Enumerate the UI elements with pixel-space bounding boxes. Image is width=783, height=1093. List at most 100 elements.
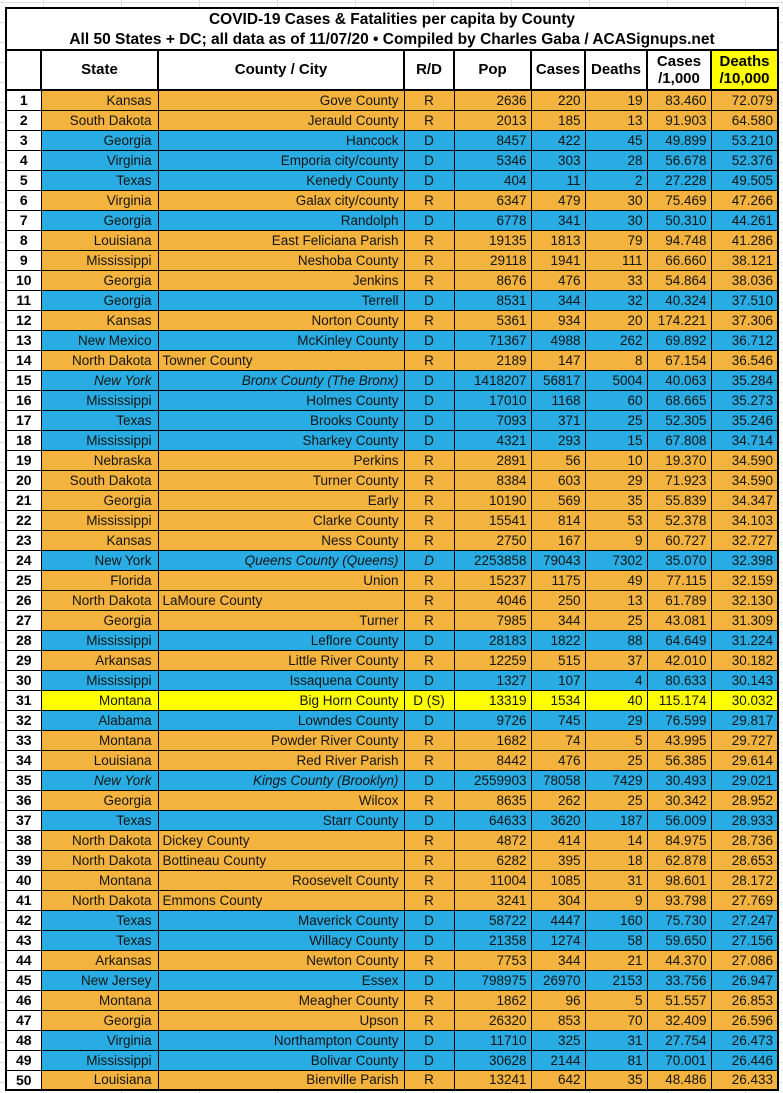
table-row: 46 Montana Meagher County R 1862 96 5 51.557 26.… [5,989,779,1011]
cell-deaths-per-10000: 30.032 [710,689,779,711]
cell-state: North Dakota [40,889,159,911]
row-number: 26 [5,589,42,611]
row-number: 22 [5,509,42,531]
cell-party: R [403,589,455,611]
cell-cases: 2144 [530,1049,586,1071]
cell-cases-per-1000: 64.649 [646,629,712,651]
row-number: 25 [5,569,42,591]
cell-state: North Dakota [40,829,159,851]
cell-party: D [403,429,455,451]
cell-cases-per-1000: 56.009 [646,809,712,831]
cell-deaths-per-10000: 37.306 [710,309,779,331]
cell-deaths-per-10000: 29.817 [710,709,779,731]
cell-cases: 414 [530,829,586,851]
cell-party: D [403,669,455,691]
cell-party: D [403,329,455,351]
cell-county: Bronx County (The Bronx) [157,369,405,391]
cell-cases-per-1000: 43.081 [646,609,712,631]
cell-party: D [403,629,455,651]
cell-party: R [403,529,455,551]
cell-deaths-per-10000: 26.947 [710,969,779,991]
cell-county: Kings County (Brooklyn) [157,769,405,791]
cell-state: Montana [40,869,159,891]
cell-pop: 10190 [453,489,532,511]
cell-party: D [403,709,455,731]
cell-cases: 476 [530,749,586,771]
cell-cases-per-1000: 51.557 [646,989,712,1011]
cell-cases: 344 [530,609,586,631]
cell-county: Essex [157,969,405,991]
cell-deaths: 160 [584,909,648,931]
table-row: 33 Montana Powder River County R 1682 74 5 43.9… [5,729,779,751]
cell-party: D [403,209,455,231]
row-number: 7 [5,209,42,231]
cell-state: Georgia [40,269,159,291]
row-number: 36 [5,789,42,811]
table-row: 16 Mississippi Holmes County D 17010 1168 60 68… [5,389,779,411]
cell-county: Little River County [157,649,405,671]
row-number: 20 [5,469,42,491]
cell-party: R [403,269,455,291]
cell-cases: 167 [530,529,586,551]
cell-pop: 15237 [453,569,532,591]
cell-deaths-per-10000: 28.653 [710,849,779,871]
row-number: 37 [5,809,42,831]
cell-cases: 185 [530,109,586,131]
cell-cases-per-1000: 93.798 [646,889,712,911]
table-row: 26 North Dakota LaMoure County R 4046 250 13 61… [5,589,779,611]
cell-state: Florida [40,569,159,591]
cell-party: R [403,889,455,911]
cell-county: Emmons County [157,889,405,911]
table-row: 39 North Dakota Bottineau County R 6282 395 18… [5,849,779,871]
table-row: 5 Texas Kenedy County D 404 11 2 27.228 49.505 [5,169,779,191]
cell-pop: 30628 [453,1049,532,1071]
cell-county: Emporia city/county [157,149,405,171]
cell-cases: 853 [530,1009,586,1031]
cell-cases: 220 [530,89,586,111]
row-number: 40 [5,869,42,891]
cell-cases: 107 [530,669,586,691]
cell-county: Hancock [157,129,405,151]
cell-pop: 28183 [453,629,532,651]
cell-deaths: 25 [584,409,648,431]
row-number: 17 [5,409,42,431]
cell-county: Turner [157,609,405,631]
cell-cases: 422 [530,129,586,151]
cell-county: Ness County [157,529,405,551]
cell-pop: 798975 [453,969,532,991]
table-row: 44 Arkansas Newton County R 7753 344 21 44.370 2… [5,949,779,971]
cell-party: R [403,849,455,871]
cell-cases: 325 [530,1029,586,1051]
row-number: 47 [5,1009,42,1031]
cell-state: Mississippi [40,669,159,691]
cell-party: D [403,129,455,151]
cell-party: R [403,229,455,251]
cell-cases: 11 [530,169,586,191]
cell-deaths: 25 [584,609,648,631]
cell-cases-per-1000: 30.493 [646,769,712,791]
cell-party: R [403,649,455,671]
cell-cases-per-1000: 67.808 [646,429,712,451]
cell-party: R [403,949,455,971]
row-number: 8 [5,229,42,251]
cell-pop: 12259 [453,649,532,671]
header-deaths-rate-line1: Deaths [719,52,770,70]
cell-deaths-per-10000: 27.769 [710,889,779,911]
cell-cases-per-1000: 32.409 [646,1009,712,1031]
cell-county: Neshoba County [157,249,405,271]
cell-party: R [403,469,455,491]
cell-pop: 2559903 [453,769,532,791]
cell-cases: 304 [530,889,586,911]
cell-state: Texas [40,909,159,931]
cell-cases: 344 [530,949,586,971]
cell-cases: 74 [530,729,586,751]
cell-deaths-per-10000: 27.247 [710,909,779,931]
cell-party: D [403,549,455,571]
cell-pop: 13319 [453,689,532,711]
table-row: 37 Texas Starr County D 64633 3620 187 56.009 28… [5,809,779,831]
cell-deaths-per-10000: 32.159 [710,569,779,591]
cell-cases-per-1000: 83.460 [646,89,712,111]
cell-deaths-per-10000: 34.590 [710,469,779,491]
cell-state: Montana [40,689,159,711]
row-number: 31 [5,689,42,711]
